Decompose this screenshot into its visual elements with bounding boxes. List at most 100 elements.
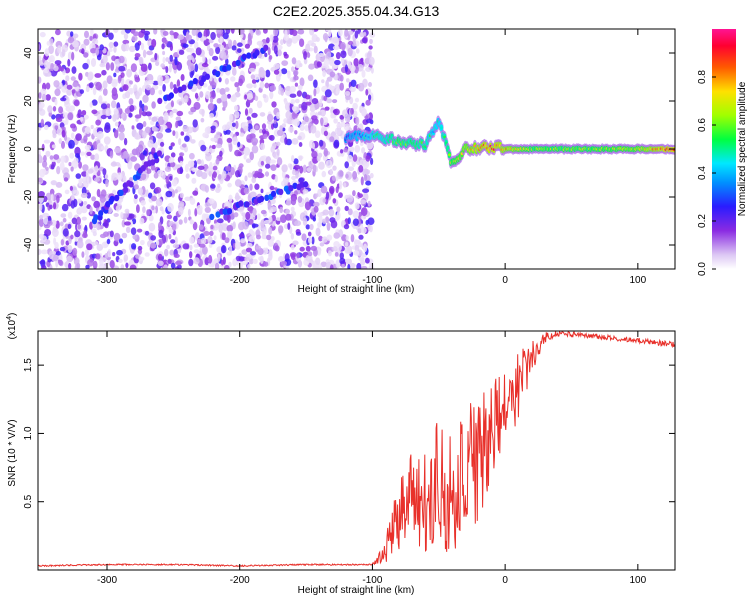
noise-speck (196, 158, 202, 165)
noise-speck (205, 91, 211, 100)
noise-speck (64, 189, 70, 195)
x-tick-label: 100 (629, 275, 646, 286)
noise-speck (261, 123, 267, 130)
noise-speck (137, 187, 143, 195)
noise-speck (315, 37, 320, 42)
noise-speck (43, 139, 51, 144)
noise-speck (187, 160, 195, 168)
noise-speck (269, 159, 276, 164)
noise-speck (346, 194, 353, 203)
noise-speck (84, 30, 89, 39)
noise-speck (189, 251, 193, 259)
noise-speck (154, 52, 158, 61)
noise-speck (86, 151, 92, 157)
noise-speck (168, 157, 175, 163)
noise-speck (209, 161, 213, 171)
noise-speck (321, 170, 327, 178)
noise-speck (299, 63, 303, 68)
noise-speck (100, 103, 108, 110)
noise-speck (82, 62, 89, 70)
noise-speck (291, 57, 297, 65)
noise-speck (271, 101, 277, 108)
noise-speck (165, 105, 171, 110)
noise-speck (125, 153, 130, 163)
noise-speck (108, 41, 114, 49)
noise-speck (305, 254, 313, 262)
noise-speck (209, 97, 214, 104)
noise-speck (111, 55, 117, 62)
noise-speck (291, 29, 298, 37)
noise-speck (308, 63, 315, 70)
noise-speck (333, 108, 340, 116)
noise-speck (212, 55, 219, 61)
noise-speck (107, 248, 112, 258)
noise-speck (134, 194, 138, 200)
noise-speck (140, 239, 145, 246)
noise-speck (58, 106, 64, 114)
noise-speck (352, 218, 359, 226)
noise-speck (325, 191, 330, 200)
noise-speck (273, 29, 279, 37)
noise-speck (108, 32, 114, 40)
noise-speck (180, 74, 185, 81)
noise-speck (256, 40, 264, 46)
noise-speck (66, 84, 73, 90)
noise-speck (287, 70, 291, 79)
chirp-point (215, 70, 221, 78)
noise-speck (102, 54, 108, 64)
noise-speck (144, 230, 150, 236)
noise-speck (257, 213, 261, 220)
noise-speck (67, 112, 74, 121)
noise-speck (83, 135, 88, 143)
noise-speck (73, 99, 80, 107)
noise-speck (165, 128, 172, 133)
noise-speck (358, 165, 364, 173)
noise-speck (196, 204, 203, 213)
noise-speck (254, 95, 259, 102)
noise-speck (358, 234, 364, 240)
noise-speck (110, 62, 115, 71)
noise-speck (312, 164, 317, 173)
noise-speck (134, 114, 142, 119)
noise-speck (162, 84, 166, 92)
noise-speck (171, 223, 177, 231)
noise-speck (200, 159, 205, 168)
noise-speck (99, 196, 106, 203)
noise-speck (52, 106, 57, 112)
noise-speck (123, 175, 127, 183)
snr-y-ticks: 0.5 1.0 1.5 (23, 358, 675, 509)
noise-speck (193, 160, 198, 169)
noise-speck (71, 51, 75, 61)
noise-speck (61, 49, 66, 57)
noise-speck (261, 128, 267, 134)
noise-speck (264, 171, 270, 177)
noise-speck (104, 219, 109, 229)
noise-speck (224, 87, 230, 92)
noise-speck (351, 40, 357, 47)
chirp-point (114, 194, 120, 202)
noise-speck (259, 81, 265, 89)
noise-speck (182, 243, 190, 250)
noise-speck (151, 147, 156, 154)
noise-speck (178, 49, 185, 55)
noise-speck (311, 236, 315, 245)
noise-speck (252, 258, 258, 264)
noise-speck (192, 190, 199, 196)
noise-speck (156, 239, 160, 246)
noise-speck (339, 257, 346, 265)
noise-speck (75, 153, 80, 158)
noise-speck (212, 171, 217, 179)
noise-speck (69, 185, 73, 191)
noise-speck (245, 158, 252, 163)
noise-speck (237, 42, 243, 47)
noise-speck (199, 243, 206, 248)
noise-speck (278, 256, 284, 263)
noise-speck (344, 64, 348, 73)
noise-speck (258, 128, 263, 134)
noise-speck (52, 228, 59, 238)
noise-speck (219, 150, 223, 157)
noise-speck (354, 244, 360, 253)
colorbar-tick-label: 0.8 (697, 70, 708, 84)
noise-speck (234, 111, 240, 119)
noise-speck (54, 60, 62, 65)
